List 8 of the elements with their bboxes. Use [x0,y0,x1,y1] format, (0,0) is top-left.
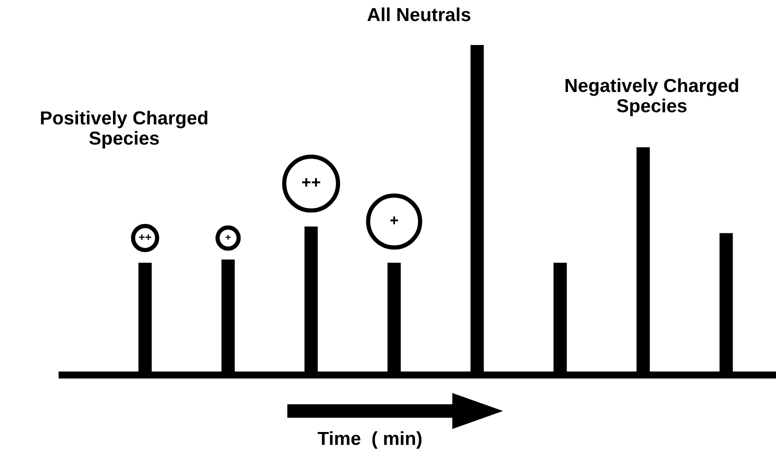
annotation: + [226,234,231,240]
x-axis-title: Time ( min) [318,431,422,449]
annotation: ++ [139,234,152,240]
annotation: Negatively Charged Species [566,78,738,116]
annotation: + [390,216,398,224]
annotation: ++ [302,178,320,187]
text: All Neutrals [367,7,470,22]
annotation: Positively Charged Species [41,110,208,149]
